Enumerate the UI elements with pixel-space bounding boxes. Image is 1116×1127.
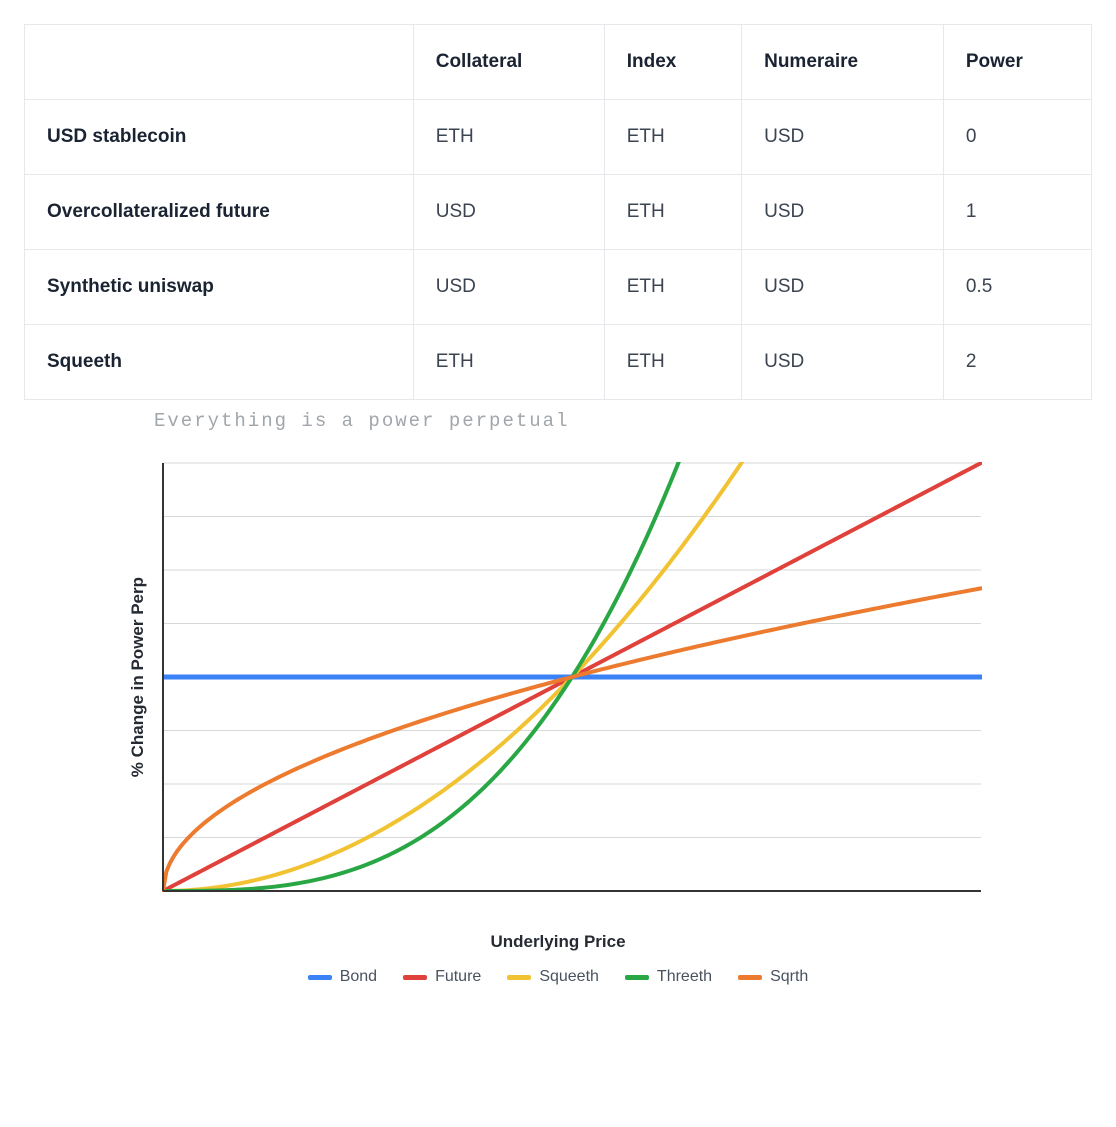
row-label: USD stablecoin: [25, 100, 414, 175]
legend-label: Bond: [340, 968, 377, 986]
table-cell: USD: [742, 175, 944, 250]
table-cell: ETH: [604, 250, 741, 325]
legend-item-squeeth: Squeeth: [507, 968, 599, 986]
table-cell: USD: [413, 250, 604, 325]
table-cell: USD: [413, 175, 604, 250]
table-cell: ETH: [604, 175, 741, 250]
col-power: Power: [943, 25, 1091, 100]
table-caption: Everything is a power perpetual: [154, 410, 1092, 432]
series-sqrth: [163, 588, 981, 891]
table-cell: ETH: [413, 100, 604, 175]
col-numeraire: Numeraire: [742, 25, 944, 100]
power-perp-chart: % Change in Power Perp Underlying Price …: [128, 462, 988, 986]
legend-swatch: [308, 975, 332, 980]
table-cell: 0.5: [943, 250, 1091, 325]
col-empty: [25, 25, 414, 100]
legend-swatch: [738, 975, 762, 980]
legend-label: Threeth: [657, 968, 712, 986]
table-cell: 1: [943, 175, 1091, 250]
legend-label: Future: [435, 968, 481, 986]
power-perp-comparison-table: Collateral Index Numeraire Power USD sta…: [24, 24, 1092, 400]
legend-swatch: [507, 975, 531, 980]
row-label: Squeeth: [25, 325, 414, 400]
table-cell: 0: [943, 100, 1091, 175]
table-cell: ETH: [413, 325, 604, 400]
legend-item-sqrth: Sqrth: [738, 968, 808, 986]
row-label: Synthetic uniswap: [25, 250, 414, 325]
chart-plot-area: [162, 462, 982, 892]
legend-label: Sqrth: [770, 968, 808, 986]
table-cell: USD: [742, 250, 944, 325]
table-row: USD stablecoinETHETHUSD0: [25, 100, 1092, 175]
col-collateral: Collateral: [413, 25, 604, 100]
chart-xlabel: Underlying Price: [128, 932, 988, 952]
legend-swatch: [625, 975, 649, 980]
table-row: Synthetic uniswapUSDETHUSD0.5: [25, 250, 1092, 325]
table-header-row: Collateral Index Numeraire Power: [25, 25, 1092, 100]
row-label: Overcollateralized future: [25, 175, 414, 250]
chart-ylabel: % Change in Power Perp: [128, 577, 148, 777]
legend-swatch: [403, 975, 427, 980]
table-cell: 2: [943, 325, 1091, 400]
legend-item-future: Future: [403, 968, 481, 986]
legend-label: Squeeth: [539, 968, 599, 986]
legend-item-bond: Bond: [308, 968, 377, 986]
table-row: Overcollateralized futureUSDETHUSD1: [25, 175, 1092, 250]
table-cell: ETH: [604, 325, 741, 400]
table-cell: USD: [742, 325, 944, 400]
col-index: Index: [604, 25, 741, 100]
table-cell: USD: [742, 100, 944, 175]
chart-legend: Bond Future Squeeth Threeth Sqrth: [128, 968, 988, 986]
table-row: SqueethETHETHUSD2: [25, 325, 1092, 400]
legend-item-threeth: Threeth: [625, 968, 712, 986]
table-cell: ETH: [604, 100, 741, 175]
